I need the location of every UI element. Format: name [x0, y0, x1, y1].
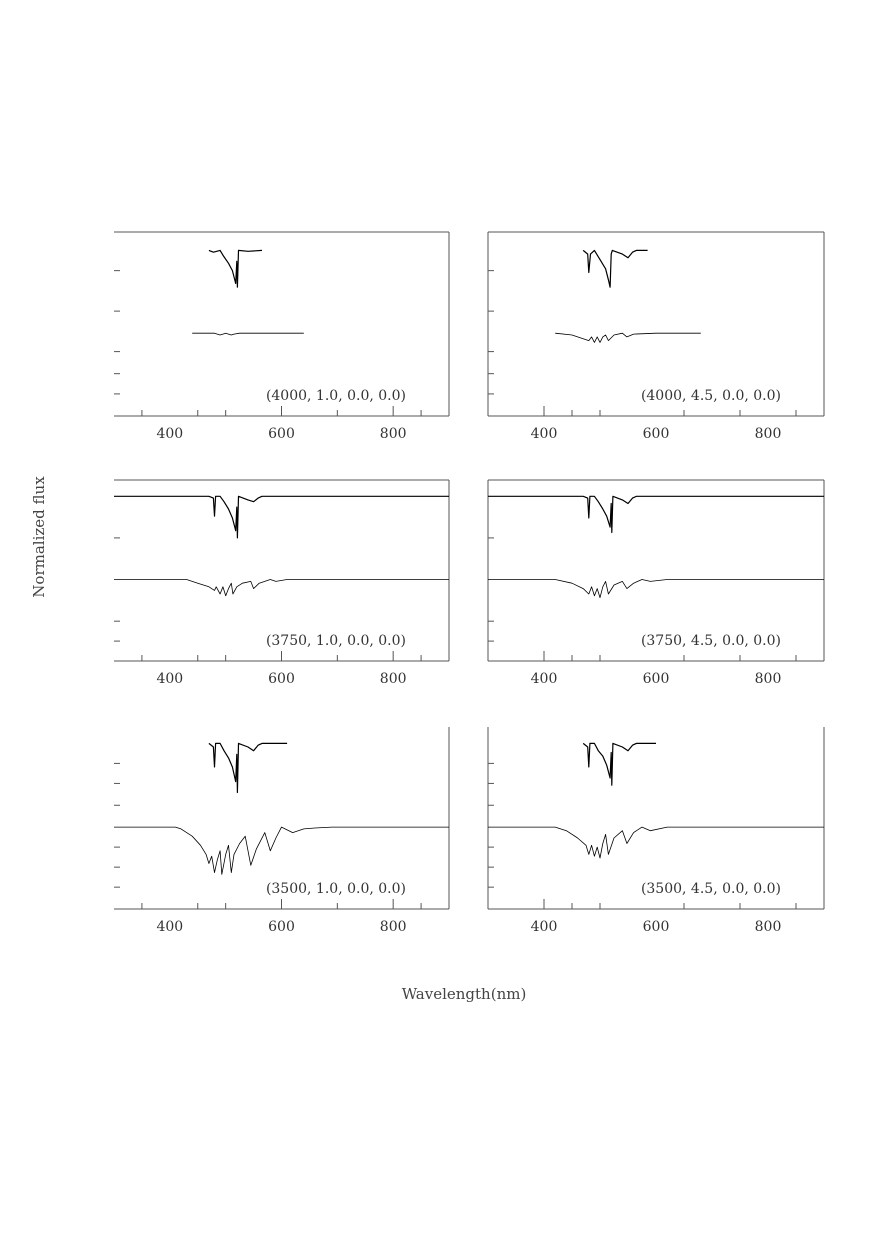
panel-parameter-label: (3750, 4.5, 0.0, 0.0)	[641, 633, 781, 649]
x-tick-label: 600	[643, 671, 670, 687]
x-tick-label: 400	[156, 671, 183, 687]
lower-spectrum-line	[488, 826, 824, 859]
y-axis-label: Normalized flux	[30, 476, 48, 598]
lower-spectrum-line	[555, 332, 701, 343]
x-tick-label: 400	[531, 426, 558, 442]
x-tick-label: 800	[755, 919, 782, 935]
panel-parameter-label: (3750, 1.0, 0.0, 0.0)	[266, 633, 406, 649]
x-tick-label: 400	[156, 919, 183, 935]
x-tick-label: 400	[156, 426, 183, 442]
upper-spectrum-line	[488, 495, 824, 534]
lower-spectrum-line	[192, 332, 304, 336]
x-tick-label: 400	[531, 671, 558, 687]
x-tick-label: 800	[380, 671, 407, 687]
panel-parameter-label: (3500, 4.5, 0.0, 0.0)	[641, 881, 781, 897]
upper-spectrum-line	[208, 742, 288, 794]
x-tick-label: 600	[643, 919, 670, 935]
panel-parameter-label: (4000, 1.0, 0.0, 0.0)	[266, 388, 406, 404]
panel-parameter-label: (4000, 4.5, 0.0, 0.0)	[641, 388, 781, 404]
lower-spectrum-line	[114, 579, 449, 597]
x-tick-label: 400	[531, 919, 558, 935]
x-tick-label: 800	[755, 426, 782, 442]
x-tick-label: 600	[643, 426, 670, 442]
lower-spectrum-line	[114, 826, 449, 875]
x-tick-label: 800	[380, 426, 407, 442]
upper-spectrum-line	[114, 495, 449, 539]
x-tick-label: 600	[268, 919, 295, 935]
x-tick-label: 600	[268, 426, 295, 442]
lower-spectrum-line	[488, 579, 824, 598]
upper-spectrum-line	[582, 742, 656, 786]
panel-parameter-label: (3500, 1.0, 0.0, 0.0)	[266, 881, 406, 897]
upper-spectrum-line	[582, 249, 648, 288]
upper-spectrum-line	[208, 249, 263, 288]
x-tick-label: 800	[755, 671, 782, 687]
x-tick-label: 600	[268, 671, 295, 687]
x-axis-label: Wavelength(nm)	[401, 985, 527, 1003]
x-tick-label: 800	[380, 919, 407, 935]
